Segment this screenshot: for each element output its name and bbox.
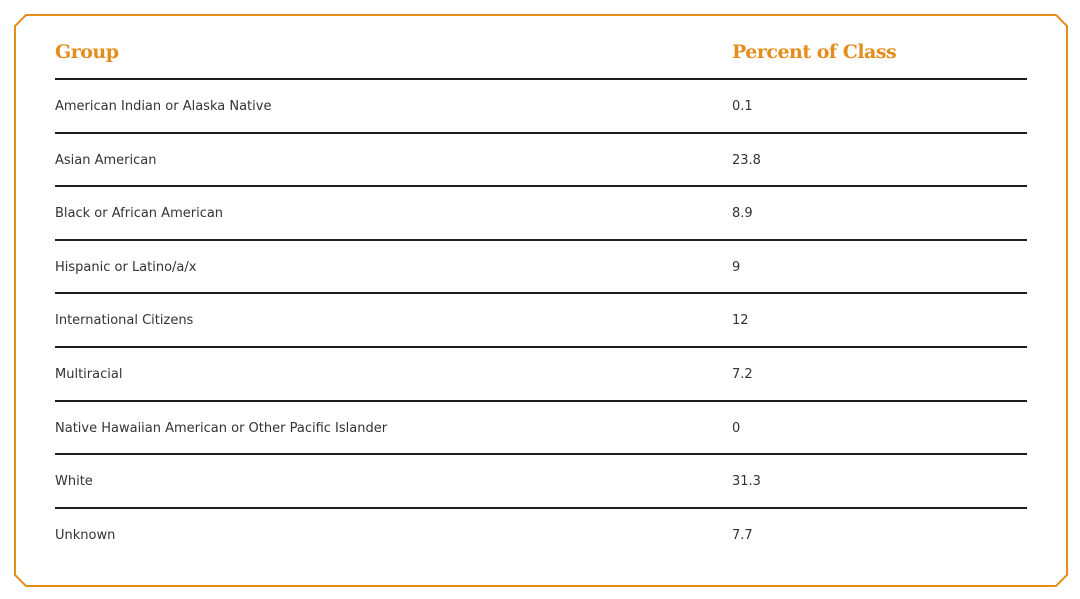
table-row: Native Hawaiian American or Other Pacifi… (55, 402, 1027, 456)
table-row: Hispanic or Latino/a/x 9 (55, 241, 1027, 295)
percent-cell: 0.1 (732, 99, 753, 114)
group-cell: White (55, 474, 93, 490)
table-row: Black or African American 8.9 (55, 187, 1027, 241)
percent-cell: 8.9 (732, 206, 753, 222)
table-card: Group Percent of Class American Indian o… (14, 14, 1068, 587)
card-border (14, 14, 1068, 587)
group-cell: Asian American (55, 152, 157, 168)
header-percent-of-class: Percent of Class (732, 41, 897, 63)
table-row: White 31.3 (55, 455, 1027, 509)
percent-cell: 9 (732, 259, 741, 275)
percent-cell: 12 (732, 313, 749, 329)
table-row: Multiracial 7.2 (55, 348, 1027, 402)
percent-cell: 7.2 (732, 366, 753, 382)
percent-cell: 31.3 (732, 474, 761, 490)
demographics-table: Group Percent of Class American Indian o… (55, 38, 1027, 560)
group-cell: Multiracial (55, 366, 123, 382)
group-cell: American Indian or Alaska Native (55, 99, 272, 114)
table-row: Unknown 7.7 (55, 509, 1027, 561)
percent-cell: 7.7 (732, 527, 753, 543)
header-group: Group (55, 41, 119, 63)
percent-cell: 23.8 (732, 152, 761, 168)
table-row: American Indian or Alaska Native 0.1 (55, 80, 1027, 134)
group-cell: Native Hawaiian American or Other Pacifi… (55, 420, 388, 436)
group-cell: Unknown (55, 527, 116, 543)
table-row: International Citizens 12 (55, 294, 1027, 348)
group-cell: Hispanic or Latino/a/x (55, 259, 197, 275)
group-cell: Black or African American (55, 206, 224, 222)
percent-cell: 0 (732, 420, 741, 436)
table-row: Asian American 23.8 (55, 134, 1027, 188)
group-cell: International Citizens (55, 313, 194, 329)
table-header-row: Group Percent of Class (55, 38, 1027, 80)
